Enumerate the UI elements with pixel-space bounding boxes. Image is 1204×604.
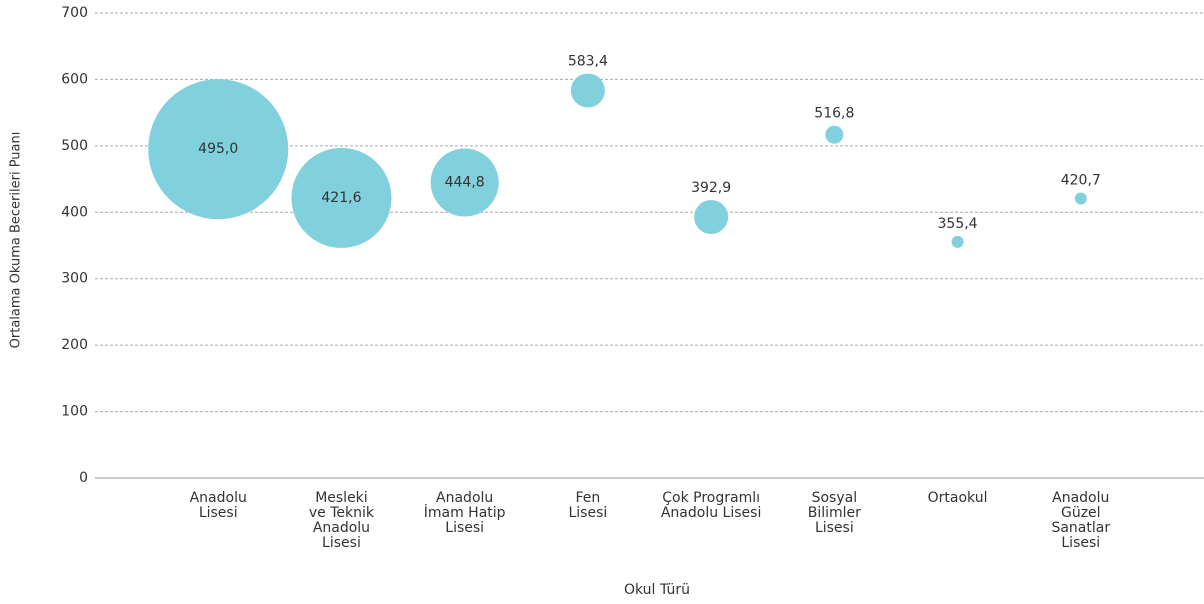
y-axis-title: Ortalama Okuma Becerileri Puanı	[9, 132, 24, 349]
y-tick-label: 300	[61, 271, 88, 287]
x-tick-label: Çok Programlı Anadolu Lisesi	[661, 490, 761, 521]
x-tick-label: Anadolu Lisesi	[190, 490, 247, 521]
bubble	[694, 200, 729, 235]
data-label: 392,9	[691, 180, 731, 196]
y-tick-label: 0	[79, 470, 88, 486]
x-tick-label: Fen Lisesi	[568, 490, 607, 521]
bubble	[148, 79, 289, 220]
x-tick-label: Sosyal Bilimler Lisesi	[808, 490, 861, 536]
y-tick-label: 100	[61, 404, 88, 420]
bubble	[951, 235, 964, 248]
bubble	[570, 73, 605, 108]
bubble	[825, 125, 844, 144]
x-axis-title: Okul Türü	[624, 582, 690, 598]
bubble	[291, 147, 392, 248]
y-tick-label: 200	[61, 337, 88, 353]
bubble	[1074, 192, 1087, 205]
y-tick-label: 500	[61, 138, 88, 154]
data-label: 355,4	[938, 216, 978, 232]
y-tick-label: 600	[61, 71, 88, 87]
data-label: 495,0	[198, 141, 238, 157]
x-tick-label: Mesleki ve Teknik Anadolu Lisesi	[309, 490, 375, 551]
data-label: 583,4	[568, 53, 608, 69]
data-label: 516,8	[814, 106, 854, 122]
y-tick-label: 400	[61, 204, 88, 220]
x-tick-label: Ortaokul	[928, 490, 988, 506]
x-tick-label: Anadolu İmam Hatip Lisesi	[424, 490, 506, 536]
y-tick-label: 700	[61, 5, 88, 21]
bubble	[430, 148, 499, 217]
data-label: 421,6	[321, 190, 361, 206]
data-label: 420,7	[1061, 173, 1101, 189]
data-label: 444,8	[445, 175, 485, 191]
x-tick-label: Anadolu Güzel Sanatlar Lisesi	[1051, 490, 1110, 551]
